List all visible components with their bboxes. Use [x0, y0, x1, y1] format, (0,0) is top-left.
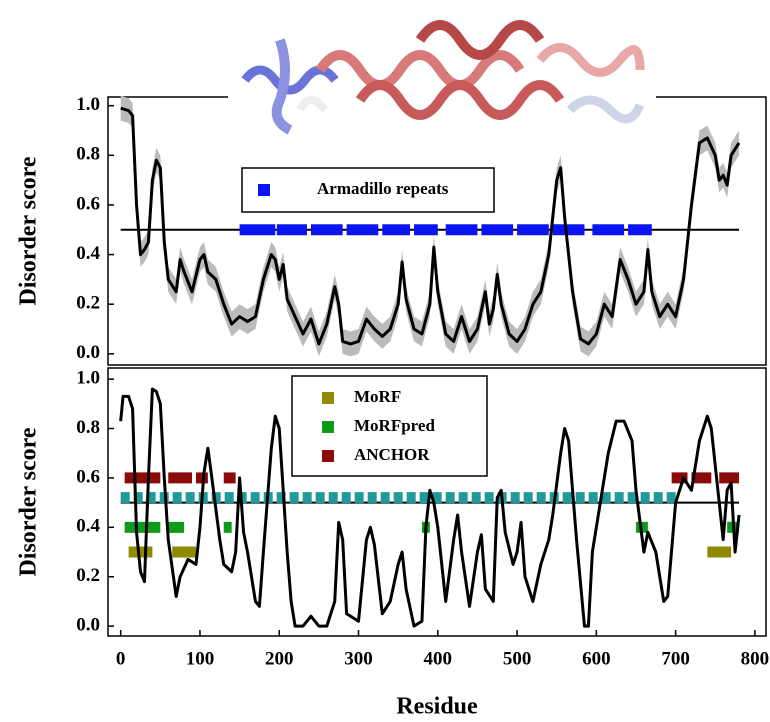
x-tick-label: 400 [424, 648, 453, 669]
legend-label: MoRF [354, 387, 401, 406]
x-tick-label: 100 [186, 648, 215, 669]
y-tick-label: 0.4 [76, 516, 100, 537]
panel-frame [107, 96, 767, 366]
y-tick-label: 0.8 [76, 417, 100, 438]
x-tick-label: 200 [265, 648, 294, 669]
x-tick-label: 500 [503, 648, 532, 669]
legend-swatch [322, 392, 334, 404]
panel-frame [107, 367, 767, 637]
x-tick-label: 600 [582, 648, 611, 669]
protein-structure [228, 0, 656, 135]
disorder-line [119, 387, 741, 628]
legend-label: MoRFpred [354, 416, 435, 435]
y-tick-label: 0.2 [76, 565, 100, 586]
x-tick-label: 700 [661, 648, 690, 669]
x-tick-label: 800 [741, 648, 770, 669]
y-tick-label: 0.2 [76, 293, 100, 314]
y-tick-label: 0.6 [76, 193, 100, 214]
legend-swatch [322, 450, 334, 462]
x-axis-label: Residue [396, 694, 478, 720]
legend-swatch [322, 421, 334, 433]
y-tick-label: 0.0 [76, 614, 100, 635]
y-tick-label: 0.4 [76, 243, 100, 264]
y-tick-label: 1.0 [76, 367, 100, 388]
x-tick-label: 300 [344, 648, 373, 669]
y-tick-label: 1.0 [76, 94, 100, 115]
x-tick-label: 0 [116, 648, 126, 669]
y-tick-label: 0.0 [76, 342, 100, 363]
disorder-line [120, 106, 741, 346]
legend-swatch [258, 184, 270, 196]
y-tick-label: 0.6 [76, 466, 100, 487]
y-tick-label: 0.8 [76, 144, 100, 165]
legend-label: Armadillo repeats [317, 179, 449, 198]
legend-box [241, 167, 495, 213]
y-axis-label: Disorder score [16, 427, 42, 576]
y-axis-label: Disorder score [16, 156, 42, 305]
legend-label: ANCHOR [354, 445, 430, 464]
